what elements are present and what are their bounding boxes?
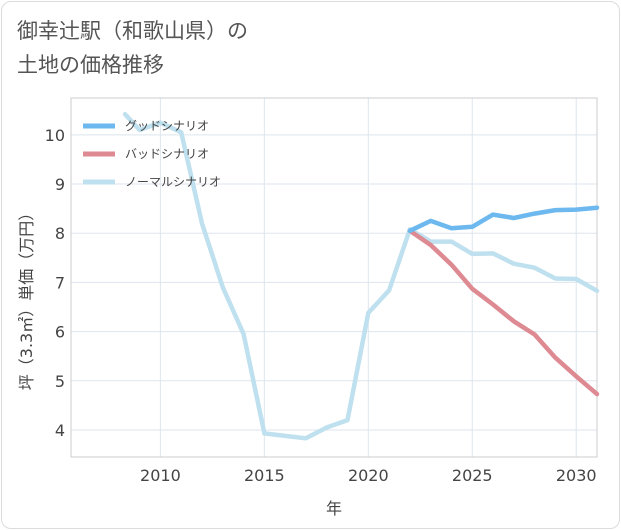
legend-label: ノーマルシナリオ (125, 175, 221, 189)
y-tick-label: 9 (55, 175, 65, 194)
series-layer (122, 111, 600, 441)
y-axis-title: 坪（3.3㎡）単価（万円） (17, 205, 36, 390)
x-tick-label: 2025 (452, 466, 493, 485)
y-axis: 4 5 6 7 8 9 10 (45, 126, 65, 440)
x-axis: 2010 2015 2020 2025 2030 (140, 466, 597, 485)
series-line-3 (122, 111, 600, 441)
x-axis-title: 年 (326, 499, 342, 518)
y-tick-label: 10 (45, 126, 65, 145)
chart-title: 御幸辻駅（和歌山県）の 土地の価格推移 (17, 19, 248, 77)
y-tick-label: 5 (55, 372, 65, 391)
x-tick-label: 2015 (244, 466, 285, 485)
y-tick-label: 7 (55, 273, 65, 292)
series-line-1 (407, 205, 600, 234)
plot-area (70, 97, 598, 458)
x-tick-label: 2020 (348, 466, 389, 485)
series-line-2 (407, 228, 600, 397)
legend-label: バッドシナリオ (125, 147, 209, 161)
legend-label: グッドシナリオ (125, 119, 209, 133)
x-tick-label: 2030 (556, 466, 597, 485)
grid-lines (71, 98, 597, 457)
y-tick-label: 8 (55, 224, 65, 243)
x-tick-label: 2010 (140, 466, 181, 485)
y-tick-label: 6 (55, 323, 65, 342)
y-tick-label: 4 (55, 421, 65, 440)
